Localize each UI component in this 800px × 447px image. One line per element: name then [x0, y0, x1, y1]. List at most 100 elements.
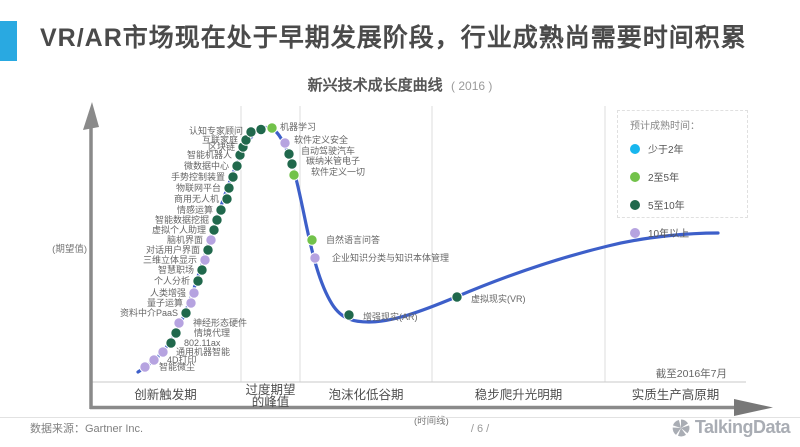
tech-point: [215, 204, 227, 216]
tech-label: 虚拟个人助理: [152, 224, 206, 235]
tech-label: 碳纳米管电子: [306, 155, 360, 166]
tech-label: 微数据中心: [184, 160, 229, 171]
phase-label: 泡沫化低谷期: [328, 388, 403, 402]
tech-point: [170, 327, 182, 339]
legend-item-label: 少于2年: [648, 145, 684, 156]
tech-point: [188, 287, 200, 299]
tech-label: 脑机界面: [167, 234, 203, 245]
tech-point: [205, 234, 217, 246]
tech-point: [185, 297, 197, 309]
tech-label: 企业知识分类与知识本体管理: [332, 252, 449, 263]
phase-label: 创新触发期: [134, 387, 197, 402]
tech-point: [231, 160, 243, 172]
tech-point: [157, 346, 169, 358]
tech-label: 互联家庭: [202, 134, 238, 145]
tech-label: 认知专家顾问: [189, 125, 243, 136]
tech-point: [165, 337, 177, 349]
tech-point: [309, 252, 321, 264]
tech-point: [288, 169, 300, 181]
tech-point: [173, 317, 185, 329]
tech-point: [180, 307, 192, 319]
legend-dot-icon: [630, 227, 640, 238]
legend-item: 5至10年: [630, 197, 747, 212]
tech-point: [199, 254, 211, 266]
tech-label: 资料中介PaaS: [120, 307, 178, 318]
legend-item: 少于2年: [630, 141, 747, 156]
tech-label: 个人分析: [154, 275, 190, 286]
tech-point: [451, 291, 463, 303]
legend-item-label: 5至10年: [648, 201, 685, 212]
accent-bar: [0, 21, 17, 61]
tech-point: [279, 137, 291, 149]
x-axis-label: (时间线): [414, 415, 449, 427]
footer-divider: [0, 417, 800, 418]
tech-point: [306, 234, 318, 246]
tech-point: [255, 123, 267, 136]
chart-title-main: 新兴技术成长度曲线: [307, 77, 443, 94]
tech-label: 对话用户界面: [146, 244, 200, 255]
tech-point: [283, 148, 295, 160]
tech-label: 802.11ax: [184, 338, 221, 348]
tech-label: 机器学习: [280, 121, 316, 132]
tech-label: 情境代理: [194, 327, 230, 338]
tech-label: 物联网平台: [176, 182, 221, 193]
dots-layer: [139, 122, 463, 373]
tech-point: [227, 171, 239, 183]
chart-title: 新兴技术成长度曲线 ( 2016 ): [0, 74, 800, 95]
x-axis-arrow-icon: [734, 399, 773, 416]
y-axis-arrow-icon: [83, 102, 99, 130]
tech-point: [192, 275, 204, 287]
tech-label: 情感运算: [177, 204, 213, 215]
tech-label: 神经形态硬件: [193, 317, 247, 328]
tech-label: 通用机器智能: [176, 346, 230, 357]
tech-point: [202, 244, 214, 256]
phase-label: 过度期望的峰值: [245, 382, 295, 409]
legend-title: 预计成熟时间：: [630, 121, 700, 132]
tech-label: 三维立体显示: [143, 254, 197, 265]
tech-point: [148, 354, 160, 366]
as-of-note: 截至2016年7月: [656, 367, 727, 380]
tech-label: 区块链: [208, 141, 235, 152]
tech-point: [286, 158, 298, 170]
legend-item: 2至5年: [630, 169, 747, 184]
tech-label: 自然语言问答: [326, 234, 380, 245]
phase-label: 稳步爬升光明期: [475, 387, 563, 402]
tech-label: 增强现实(AR): [363, 311, 418, 322]
tech-point: [343, 309, 355, 321]
page-title: VR/AR市场现在处于早期发展阶段，行业成熟尚需要时间积累: [40, 24, 747, 52]
tech-label: 量子运算: [147, 297, 183, 308]
tech-point: [139, 361, 151, 373]
brand-logo: TalkingData: [671, 417, 791, 438]
legend-items: 少于2年 2至5年 5至10年 10年以上: [630, 141, 747, 240]
tech-label: 4D打印: [167, 354, 197, 365]
legend-item-label: 10年以上: [648, 229, 690, 240]
data-source: 数据来源：Gartner Inc.: [30, 423, 144, 435]
y-axis-label: (期望值): [52, 243, 87, 255]
gridlines-layer: [240, 106, 606, 382]
tech-label: 人类增强: [150, 287, 186, 298]
tech-point: [240, 134, 252, 146]
tech-point: [266, 122, 278, 134]
tech-label: 智能数据挖掘: [155, 214, 209, 225]
brand-name: TalkingData: [694, 417, 791, 437]
phase-labels-layer: 创新触发期 过度期望的峰值 泡沫化低谷期 稳步爬升光明期 实质生产高原期: [134, 382, 719, 409]
tech-point: [221, 193, 233, 205]
page-number: / 6 /: [470, 423, 490, 435]
tech-label: 软件定义安全: [294, 134, 348, 145]
legend-dot-icon: [630, 171, 640, 182]
tech-point: [196, 264, 208, 276]
tech-label: 软件定义一切: [311, 166, 365, 177]
tech-label: 自动驾驶汽车: [301, 145, 355, 156]
legend: 预计成熟时间： 少于2年 2至5年 5至10年 10年以上: [617, 110, 748, 240]
legend-item-label: 2至5年: [648, 173, 680, 184]
tech-label: 智慧职场: [158, 264, 194, 275]
pinwheel-icon: [672, 419, 690, 436]
tech-point: [245, 126, 257, 138]
tech-label: 智能机器人: [187, 149, 232, 160]
tech-label: 商用无人机: [174, 193, 219, 204]
phase-label: 实质生产高原期: [632, 387, 720, 402]
tech-point: [211, 214, 223, 226]
tech-label: 虚拟现实(VR): [471, 293, 526, 304]
